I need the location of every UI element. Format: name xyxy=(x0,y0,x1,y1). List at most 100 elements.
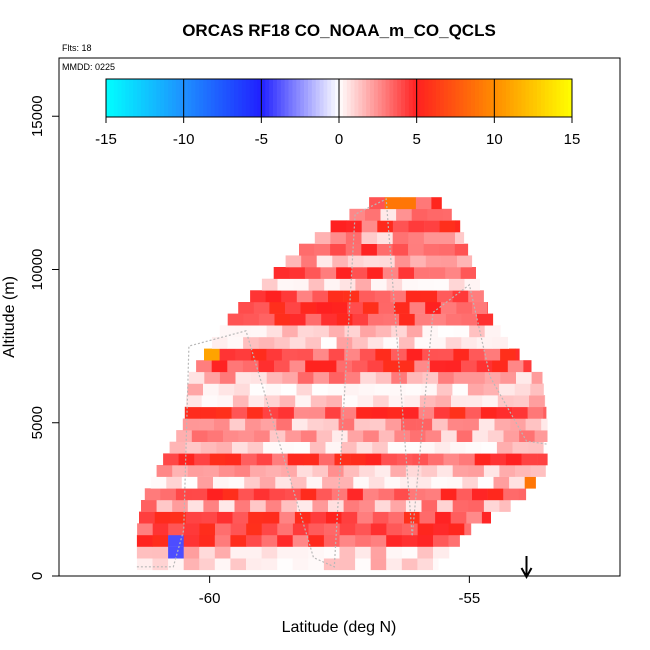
heatmap-cell xyxy=(287,453,304,466)
colorbar-segment xyxy=(253,79,258,117)
colorbar-segment xyxy=(183,79,188,117)
heatmap-cell xyxy=(383,313,400,326)
colorbar-segment xyxy=(156,79,161,117)
heatmap-cell xyxy=(412,453,429,466)
heatmap-cell xyxy=(277,534,294,547)
heatmap-cell xyxy=(294,511,311,524)
heatmap-cell xyxy=(524,476,536,489)
colorbar-segment xyxy=(362,79,367,117)
colorbar-segment xyxy=(113,79,119,117)
heatmap-cell xyxy=(234,383,251,396)
x-tick-label: -55 xyxy=(459,590,481,607)
heatmap-cell xyxy=(187,500,204,512)
heatmap-cell xyxy=(160,488,177,501)
colorbar-segment xyxy=(370,79,375,117)
colorbar-segment xyxy=(366,79,371,117)
heatmap-cell xyxy=(455,220,461,233)
heatmap-cell xyxy=(394,488,410,501)
heatmap-cell xyxy=(390,465,407,477)
heatmap-cell xyxy=(512,441,529,454)
colorbar-tick-label: 10 xyxy=(486,131,503,148)
heatmap-cell xyxy=(353,476,370,489)
heatmap-cell xyxy=(529,395,545,408)
heatmap-cell xyxy=(326,511,342,524)
heatmap-cell xyxy=(197,476,214,489)
heatmap-cell xyxy=(387,406,404,419)
colorbar-segment xyxy=(199,79,204,117)
colorbar-tick-label: 15 xyxy=(564,131,581,148)
heatmap-cell xyxy=(229,418,246,431)
heatmap-cell xyxy=(492,336,509,349)
colorbar-segment xyxy=(533,79,538,117)
heatmap-cell xyxy=(392,232,409,244)
colorbar-segment xyxy=(210,79,216,117)
colorbar-segment xyxy=(529,79,534,117)
heatmap-cell xyxy=(503,430,520,442)
heatmap-cell xyxy=(222,488,239,501)
heatmap-cell xyxy=(365,453,382,466)
colorbar-tick-label: -5 xyxy=(255,131,268,148)
heatmap-cell xyxy=(296,500,313,512)
heatmap-cell xyxy=(310,395,327,408)
heatmap-cell xyxy=(453,348,470,361)
heatmap-cell xyxy=(378,302,395,314)
heatmap-cell xyxy=(461,313,478,326)
heatmap-cell xyxy=(448,523,465,536)
colorbar-segment xyxy=(342,79,348,117)
heatmap-cell xyxy=(487,488,504,501)
heatmap-cell xyxy=(422,371,439,384)
heatmap-cell xyxy=(289,336,306,349)
heatmap-cell xyxy=(281,348,298,361)
heatmap-cell xyxy=(214,418,230,431)
heatmap-cell xyxy=(355,523,372,536)
heatmap-cell xyxy=(409,488,426,501)
heatmap-cell xyxy=(386,523,403,536)
heatmap-cell xyxy=(141,500,157,512)
heatmap-cell xyxy=(386,278,403,291)
heatmap-cell xyxy=(467,383,484,396)
heatmap-cell xyxy=(481,511,491,524)
heatmap-cell xyxy=(347,255,364,268)
heatmap-cell xyxy=(312,383,328,396)
colorbar-segment xyxy=(405,79,410,117)
colorbar-segment xyxy=(137,79,142,117)
colorbar-segment xyxy=(443,79,449,117)
heatmap-cell xyxy=(340,406,357,419)
colorbar-segment xyxy=(109,79,115,117)
y-tick-label: 0 xyxy=(29,572,46,580)
heatmap-cell xyxy=(518,488,527,501)
heatmap-cell xyxy=(487,302,488,314)
heatmap-cell xyxy=(433,523,450,536)
heatmap-cell xyxy=(465,406,482,419)
heatmap-cell xyxy=(263,511,280,524)
heatmap-cell xyxy=(345,243,362,256)
heatmap-cell xyxy=(510,418,526,431)
heatmap-cell xyxy=(484,325,501,338)
heatmap-cell xyxy=(391,371,408,384)
heatmap-cell xyxy=(390,290,407,303)
heatmap-cell xyxy=(219,325,236,338)
heatmap-cell xyxy=(414,313,431,326)
heatmap-cell xyxy=(530,465,546,477)
colorbar-segment xyxy=(544,79,550,117)
heatmap-cell xyxy=(437,500,453,512)
heatmap-cell xyxy=(477,476,494,489)
heatmap-cell xyxy=(410,430,426,442)
heatmap-cell xyxy=(464,278,480,291)
heatmap-cell xyxy=(292,534,309,547)
heatmap-cell xyxy=(370,523,387,536)
heatmap-cell xyxy=(215,523,231,536)
heatmap-cell xyxy=(374,465,391,477)
heatmap-cell xyxy=(260,418,277,431)
heatmap-cell xyxy=(363,430,380,442)
heatmap-cell xyxy=(201,395,218,408)
heatmap-cell xyxy=(448,278,465,291)
heatmap-cell xyxy=(371,278,387,291)
heatmap-cell xyxy=(383,360,399,373)
heatmap-cell xyxy=(261,546,278,559)
heatmap-cell xyxy=(328,325,345,338)
heatmap-cell xyxy=(530,383,544,396)
heatmap-cell xyxy=(301,255,318,268)
heatmap-cell xyxy=(443,453,460,466)
heatmap-cell xyxy=(296,290,313,303)
